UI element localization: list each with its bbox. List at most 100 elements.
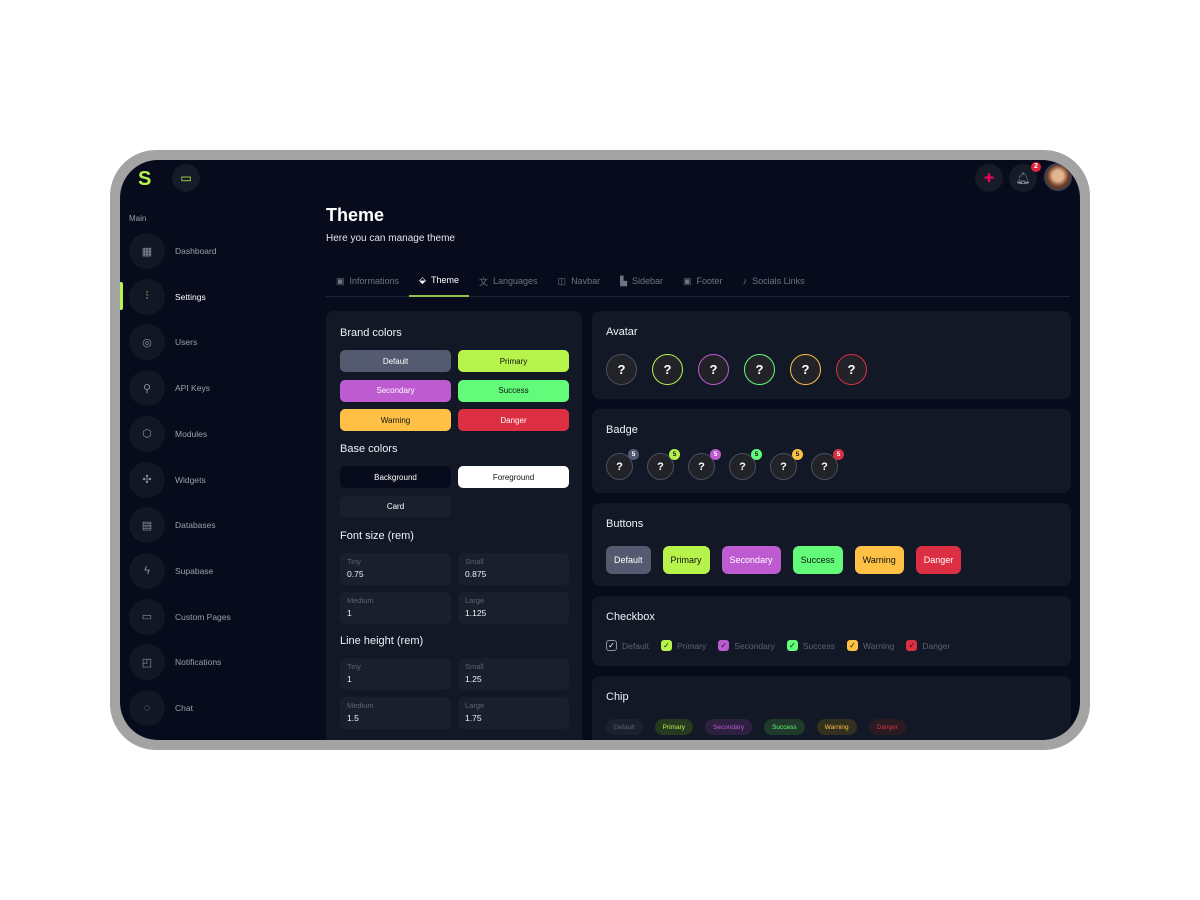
tab-navbar[interactable]: ◫ Navbar <box>548 265 611 297</box>
tab-socials-links[interactable]: ♪ Socials Links <box>733 265 815 297</box>
line-field-large[interactable]: Large 1.75 <box>458 697 569 729</box>
checkbox-label: Warning <box>862 640 895 651</box>
brand-color-success[interactable]: Success <box>458 379 569 402</box>
layout-toggle-button[interactable]: ▭ <box>172 164 200 192</box>
checkbox-label: Danger <box>922 640 951 651</box>
sidebar-section-label: Main <box>129 214 147 223</box>
socials-links-icon: ♪ <box>742 276 748 286</box>
tab-footer[interactable]: ▣ Footer <box>673 265 733 297</box>
footer-icon: ▣ <box>683 275 692 286</box>
sidebar-item-supabase[interactable]: ϟ Supabase <box>129 552 319 589</box>
sidebar-item-settings[interactable]: ⫶ Settings <box>129 278 319 315</box>
sidebar-item-users[interactable]: ◎ Users <box>129 324 319 361</box>
line-field-medium[interactable]: Medium 1.5 <box>340 697 451 729</box>
sidebar-item-label: Dashboard <box>175 246 217 256</box>
checkbox-secondary[interactable]: ✓ Secondary <box>718 640 775 651</box>
avatar-primary[interactable]: ? <box>652 354 683 385</box>
chip-secondary[interactable]: Secondary <box>705 719 753 735</box>
badge-count-success: 5 <box>751 449 762 460</box>
avatar-secondary[interactable]: ? <box>698 354 729 385</box>
avatar-default[interactable]: ? <box>606 354 637 385</box>
line-field-small[interactable]: Small 1.25 <box>458 658 569 690</box>
avatar-success[interactable]: ? <box>744 354 775 385</box>
badge-avatar-default[interactable]: ? 5 <box>606 449 639 480</box>
warning-button[interactable]: Warning <box>854 546 904 574</box>
avatar-warning[interactable]: ? <box>790 354 821 385</box>
tab-theme[interactable]: ⬙ Theme <box>409 265 469 297</box>
sidebar-item-chat[interactable]: ◌ Chat <box>129 690 319 726</box>
tab-informations[interactable]: ▣ Informations <box>326 265 409 297</box>
chip-danger[interactable]: Danger <box>868 719 906 735</box>
checkbox-danger[interactable]: ✓ Danger <box>906 640 950 651</box>
sidebar-item-api-keys[interactable]: ⚲ API Keys <box>129 370 319 407</box>
font-field-medium[interactable]: Medium 1 <box>340 592 451 624</box>
badge-avatar-warning[interactable]: ? 5 <box>770 449 803 480</box>
sidebar-item-label: Chat <box>175 703 193 713</box>
badge-avatar-success[interactable]: ? 5 <box>729 449 762 480</box>
checkbox-default[interactable]: ✓ Default <box>606 640 649 651</box>
tab-sidebar[interactable]: ▙ Sidebar <box>610 265 673 297</box>
base-color-background[interactable]: Background <box>340 466 451 488</box>
secondary-button[interactable]: Secondary <box>721 546 781 574</box>
brand-color-secondary[interactable]: Secondary <box>340 379 451 402</box>
chip-warning[interactable]: Warning <box>816 719 857 735</box>
brand-colors-title: Brand colors <box>340 327 402 339</box>
line-field-tiny[interactable]: Tiny 1 <box>340 658 451 690</box>
app-screen: S ▭ ✚ 🔔︎ 2 Main ▦ Dashboard ⫶ Settings ◎ User… <box>120 160 1080 740</box>
buttons-card: Buttons Default Primary Secondary Success Wa… <box>592 503 1071 586</box>
tab-languages[interactable]: 文 Languages <box>469 265 548 297</box>
sidebar-item-dashboard[interactable]: ▦ Dashboard <box>129 233 319 269</box>
field-label: Tiny <box>347 557 361 566</box>
success-button[interactable]: Success <box>792 546 843 574</box>
layout-icon: ▭ <box>180 171 192 185</box>
badge-avatar-primary[interactable]: ? 5 <box>647 449 680 480</box>
primary-button[interactable]: Primary <box>662 546 710 574</box>
sidebar-item-label: Users <box>175 337 198 348</box>
badge-count-warning: 5 <box>792 449 803 460</box>
checkbox-label: Secondary <box>734 640 775 651</box>
font-field-large[interactable]: Large 1.125 <box>458 592 569 624</box>
badge-count-default: 5 <box>628 449 639 460</box>
base-color-card[interactable]: Card <box>340 495 451 518</box>
checkbox-success[interactable]: ✓ Success <box>786 640 835 651</box>
uk-flag-icon: ✚ <box>983 171 995 185</box>
badge-avatar-danger[interactable]: ? 5 <box>811 449 844 480</box>
sidebar-item-label: Widgets <box>175 474 206 485</box>
checkbox-label: Primary <box>676 640 707 651</box>
default-button[interactable]: Default <box>606 546 651 574</box>
tab-label: Informations <box>349 276 400 286</box>
avatar-danger[interactable]: ? <box>836 354 867 385</box>
badge-avatar-secondary[interactable]: ? 5 <box>688 449 721 480</box>
user-avatar[interactable] <box>1044 163 1072 191</box>
sidebar-item-modules[interactable]: ⬡ Modules <box>129 415 319 452</box>
danger-button[interactable]: Danger <box>915 546 962 574</box>
avatar-placeholder: ? <box>821 460 828 473</box>
checkbox-warning[interactable]: ✓ Warning <box>846 640 895 651</box>
brand-color-primary[interactable]: Primary <box>458 350 569 372</box>
chip-success[interactable]: Success <box>764 719 805 735</box>
base-color-foreground[interactable]: Foreground <box>458 466 569 488</box>
font-field-tiny[interactable]: Tiny 0.75 <box>340 553 451 585</box>
languages-icon: 文 <box>478 276 488 287</box>
active-indicator <box>120 282 123 310</box>
tab-label: Navbar <box>571 276 601 286</box>
sidebar-item-notifications[interactable]: ◰ Notifications <box>129 644 319 681</box>
brand-color-danger[interactable]: Danger <box>458 409 569 431</box>
chip-primary[interactable]: Primary <box>654 719 693 735</box>
checkbox-primary[interactable]: ✓ Primary <box>660 640 707 651</box>
language-button[interactable]: ✚ <box>975 164 1003 192</box>
font-field-small[interactable]: Small 0.875 <box>458 553 569 585</box>
check-icon: ✓ <box>718 640 730 651</box>
sidebar-item-databases[interactable]: ▤ Databases <box>129 507 319 544</box>
chip-title: Chip <box>606 691 629 703</box>
bell-icon: 🔔︎ <box>1015 171 1031 185</box>
chip-default[interactable]: Default <box>606 719 643 735</box>
brand-color-warning[interactable]: Warning <box>340 409 451 431</box>
brand-color-default[interactable]: Default <box>340 350 451 372</box>
sidebar-item-label: Notifications <box>175 657 222 668</box>
sidebar-item-widgets[interactable]: ✣ Widgets <box>129 461 319 498</box>
modules-icon: ⬡ <box>129 415 165 452</box>
widgets-icon: ✣ <box>129 461 165 498</box>
sidebar-item-custom-pages[interactable]: ▭ Custom Pages <box>129 598 319 635</box>
app-logo[interactable]: S <box>138 168 152 190</box>
